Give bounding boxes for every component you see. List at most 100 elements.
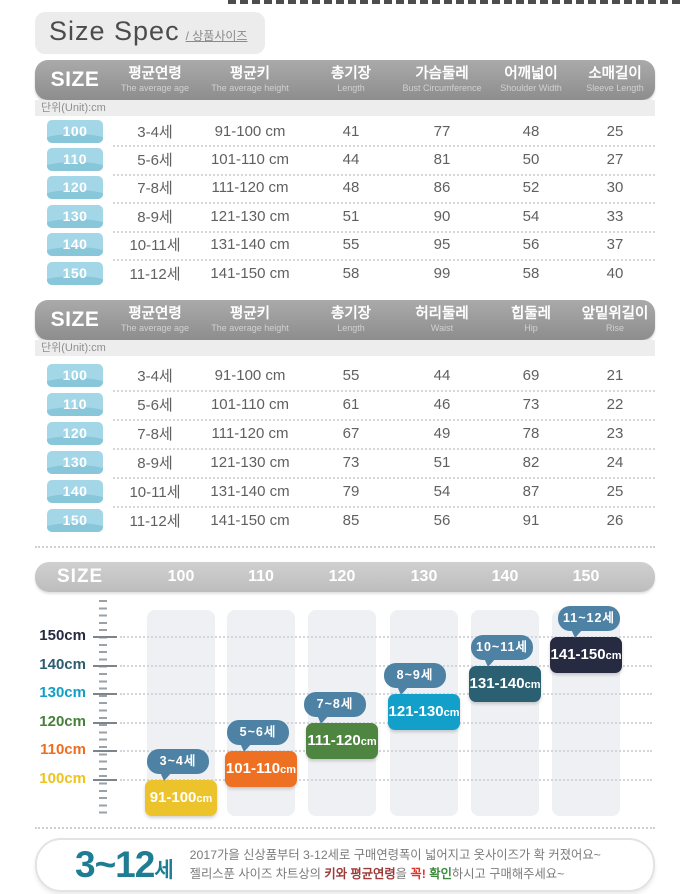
table2-col-rise: 앞밑위길이 Rise xyxy=(581,306,649,334)
table-row: 130 8-9세 121-130 cm 51 90 54 33 xyxy=(35,202,655,230)
table-cell: 61 xyxy=(342,396,360,413)
table-cell: 44 xyxy=(433,367,451,384)
table-row: 150 11-12세 141-150 cm 58 99 58 40 xyxy=(35,258,655,287)
table2-header: SIZE 평균연령 The average age 평균키 The average … xyxy=(35,300,655,340)
size-badge: 150 xyxy=(35,509,115,532)
table-cell: 23 xyxy=(606,425,624,442)
table-row: 120 7-8세 111-120 cm 67 49 78 23 xyxy=(35,419,655,448)
chart-size-100: 100 xyxy=(167,568,195,585)
ruler-major-tick xyxy=(93,665,117,667)
table-cell: 131-140 cm xyxy=(210,483,290,500)
table1-col-age: 평균연령 The average age xyxy=(120,66,190,94)
footer-line2: 젤리스푼 사이즈 차트상의 키와 평균연령을 꼭! 확인하시고 구매해주세요~ xyxy=(189,867,565,881)
y-axis-label: 100cm xyxy=(39,770,86,787)
bar-size-110: 101-110cm xyxy=(225,751,297,787)
chart-size-140: 140 xyxy=(491,568,519,585)
table-cell: 111-120 cm xyxy=(211,425,289,442)
age-bubble-110: 5~6세 xyxy=(227,720,289,752)
table-row: 100 3-4세 91-100 cm 41 77 48 25 xyxy=(35,117,655,145)
size-badge: 120 xyxy=(35,176,115,200)
dotted-separator xyxy=(35,546,655,548)
table-cell: 7-8세 xyxy=(137,180,173,198)
bar-size-130: 121-130cm xyxy=(388,694,460,730)
table-cell: 121-130 cm xyxy=(210,454,290,471)
table-cell: 141-150 cm xyxy=(210,512,290,529)
table-cell: 41 xyxy=(342,122,360,140)
table2-unit-label: 단위(Unit):cm xyxy=(35,340,655,356)
page-title-main: Size Spec xyxy=(49,16,180,46)
table-cell: 58 xyxy=(522,264,540,282)
table-cell: 121-130 cm xyxy=(210,207,290,225)
table-row: 100 3-4세 91-100 cm 55 44 69 21 xyxy=(35,361,655,390)
chart-size-130: 130 xyxy=(410,568,438,585)
table-cell: 44 xyxy=(342,151,360,169)
table1-rows: 100 3-4세 91-100 cm 41 77 48 25 110 5-6세 101-11… xyxy=(35,117,655,287)
table-cell: 87 xyxy=(522,483,540,500)
size-badge: 140 xyxy=(35,233,115,257)
table2-col-age: 평균연령 The average age xyxy=(120,306,190,334)
age-bubble-130: 8~9세 xyxy=(384,663,446,695)
size-badge: 100 xyxy=(35,119,115,143)
bar-size-140: 131-140cm xyxy=(469,666,541,702)
table-cell: 11-12세 xyxy=(129,265,181,283)
table1-col-bust: 가슴둘레 Bust Circumference xyxy=(402,66,482,94)
gridline-100cm xyxy=(120,779,652,781)
ruler-major-tick xyxy=(93,722,117,724)
bar-size-150: 141-150cm xyxy=(550,637,622,673)
table-row: 140 10-11세 131-140 cm 79 54 87 25 xyxy=(35,477,655,506)
table-row: 110 5-6세 101-110 cm 44 81 50 27 xyxy=(35,145,655,173)
table1-size-header: SIZE xyxy=(50,68,100,91)
table-cell: 77 xyxy=(433,122,451,140)
table-cell: 33 xyxy=(606,207,624,225)
size-badge: 110 xyxy=(35,393,115,416)
table-cell: 99 xyxy=(433,264,451,282)
table-cell: 51 xyxy=(342,207,360,225)
table-cell: 25 xyxy=(606,483,624,500)
table-cell: 79 xyxy=(342,483,360,500)
ruler-major-tick xyxy=(93,779,117,781)
size-badge: 150 xyxy=(35,261,115,285)
footer-notice: 3~12세 2017가을 신상품부터 3-12세로 구매연령폭이 넓어지고 옷사… xyxy=(35,838,655,892)
table-cell: 56 xyxy=(522,236,540,254)
table2-col-height: 평균키 The average height xyxy=(211,306,289,334)
top-crop-dashes xyxy=(228,0,680,4)
table1-unit-label: 단위(Unit):cm xyxy=(35,100,655,116)
table-cell: 3-4세 xyxy=(137,368,173,385)
footer-line1: 2017가을 신상품부터 3-12세로 구매연령폭이 넓어지고 옷사이즈가 확 … xyxy=(189,847,601,862)
table-cell: 73 xyxy=(522,396,540,413)
page-title-sub: / 상품사이즈 xyxy=(185,29,248,43)
ruler-major-tick xyxy=(93,636,117,638)
y-axis-label: 120cm xyxy=(39,713,86,730)
table-cell: 81 xyxy=(433,151,451,169)
table-cell: 67 xyxy=(342,425,360,442)
table-cell: 40 xyxy=(606,264,624,282)
table-cell: 55 xyxy=(342,236,360,254)
y-axis-label: 140cm xyxy=(39,656,86,673)
table-cell: 27 xyxy=(606,151,624,169)
table1-col-sleeve: 소매길이 Sleeve Length xyxy=(586,66,644,94)
chart-size-110: 110 xyxy=(248,568,274,585)
table-cell: 21 xyxy=(606,367,624,384)
size-badge: 130 xyxy=(35,204,115,228)
table-row: 120 7-8세 111-120 cm 48 86 52 30 xyxy=(35,173,655,202)
table-cell: 86 xyxy=(433,179,451,197)
bar-size-100: 91-100cm xyxy=(145,780,217,816)
table-cell: 7-8세 xyxy=(137,426,173,443)
table-cell: 131-140 cm xyxy=(210,236,290,254)
table1-col-height: 평균키 The average height xyxy=(211,66,289,94)
table-row: 130 8-9세 121-130 cm 73 51 82 24 xyxy=(35,448,655,477)
table-cell: 58 xyxy=(342,264,360,282)
table1-col-length: 총기장 Length xyxy=(330,66,372,94)
page-title: Size Spec / 상품사이즈 xyxy=(35,12,266,54)
table-cell: 11-12세 xyxy=(129,513,181,530)
table-cell: 52 xyxy=(522,179,540,197)
size-badge: 140 xyxy=(35,480,115,503)
table-cell: 49 xyxy=(433,425,451,442)
table-cell: 82 xyxy=(522,454,540,471)
table-cell: 55 xyxy=(342,367,360,384)
table-cell: 5-6세 xyxy=(137,397,173,414)
table-cell: 78 xyxy=(522,425,540,442)
table-cell: 54 xyxy=(433,483,451,500)
gridline-120cm xyxy=(120,722,652,724)
table-row: 150 11-12세 141-150 cm 85 56 91 26 xyxy=(35,506,655,535)
